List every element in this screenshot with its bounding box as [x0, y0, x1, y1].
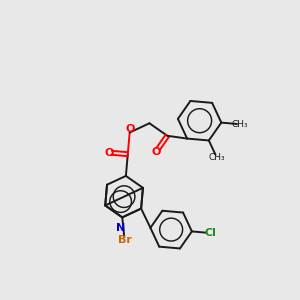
- Text: O: O: [151, 147, 160, 157]
- Text: Br: Br: [118, 235, 131, 245]
- Text: N: N: [116, 223, 125, 233]
- Text: Cl: Cl: [205, 228, 217, 238]
- Text: CH₃: CH₃: [208, 153, 225, 162]
- Text: O: O: [125, 124, 135, 134]
- Text: CH₃: CH₃: [232, 120, 248, 129]
- Text: O: O: [104, 148, 114, 158]
